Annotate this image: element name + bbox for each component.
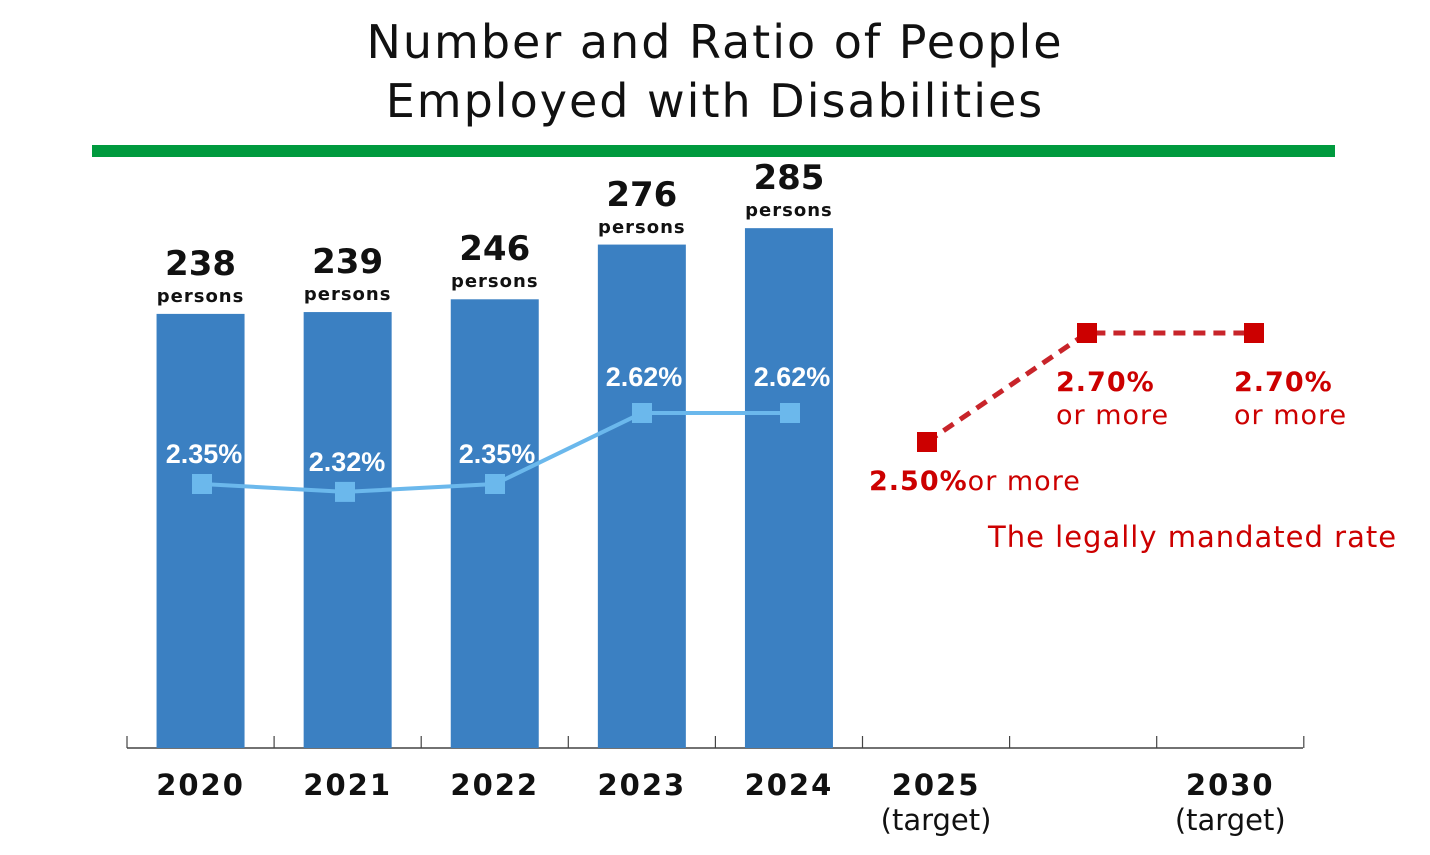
x-tick-label-2024: 2024: [744, 768, 834, 802]
ratio-marker: [632, 402, 652, 423]
ratio-label: 2.35%: [458, 439, 536, 469]
target-marker: [917, 432, 937, 452]
bar-2024: [744, 228, 833, 748]
ratio-marker: [780, 402, 800, 423]
x-tick-label-2020: 2020: [156, 768, 245, 802]
ratio-label: 2.62%: [605, 361, 683, 392]
x-tick-label-2022: 2022: [450, 768, 540, 802]
ratio-marker: [192, 474, 212, 494]
ratio-label: 2.35%: [165, 439, 243, 469]
bar-value-label: 238: [165, 243, 237, 284]
x-tick-label-2025: 2025: [891, 768, 981, 802]
title-rule: [92, 145, 1335, 157]
bar-unit-label: persons: [598, 216, 686, 238]
bar-value-label: 276: [606, 174, 678, 215]
target-label: 2.50%or more: [869, 466, 1081, 497]
bar-value-label: 285: [753, 158, 825, 199]
target-marker: [1077, 323, 1097, 343]
bar-unit-label: persons: [450, 271, 539, 293]
target-line: [925, 330, 1254, 445]
bar-2023: [597, 244, 686, 749]
ratio-label: 2.62%: [753, 361, 831, 392]
bar-unit-label: persons: [156, 285, 245, 307]
bar-value-label: 246: [459, 229, 531, 270]
ratio-marker: [485, 474, 505, 494]
target-label: 2.70% or more: [1056, 367, 1170, 431]
target-label: 2.70% or more: [1234, 367, 1348, 431]
chart-title-line2: Employed with Disabilities: [385, 74, 1045, 128]
bar-2022: [450, 299, 539, 748]
bar-2021: [303, 312, 392, 748]
x-tick-label-2021: 2021: [303, 768, 392, 802]
legend-mandated-rate: The legally mandated rate: [988, 520, 1398, 554]
bar-2020: [156, 313, 245, 748]
x-tick-sublabel: (target): [880, 803, 992, 837]
x-tick-label-2030: 2030: [1185, 768, 1275, 802]
x-tick-label-2023: 2023: [597, 768, 687, 802]
target-marker: [1244, 323, 1264, 343]
bar-value-label: 239: [312, 242, 384, 283]
x-tick-sublabel: (target): [1174, 803, 1286, 837]
bar-unit-label: persons: [303, 284, 392, 306]
bar-unit-label: persons: [745, 200, 833, 222]
ratio-marker: [335, 481, 355, 502]
chart-title-line1: Number and Ratio of People: [366, 15, 1064, 69]
ratio-label: 2.32%: [308, 446, 386, 477]
